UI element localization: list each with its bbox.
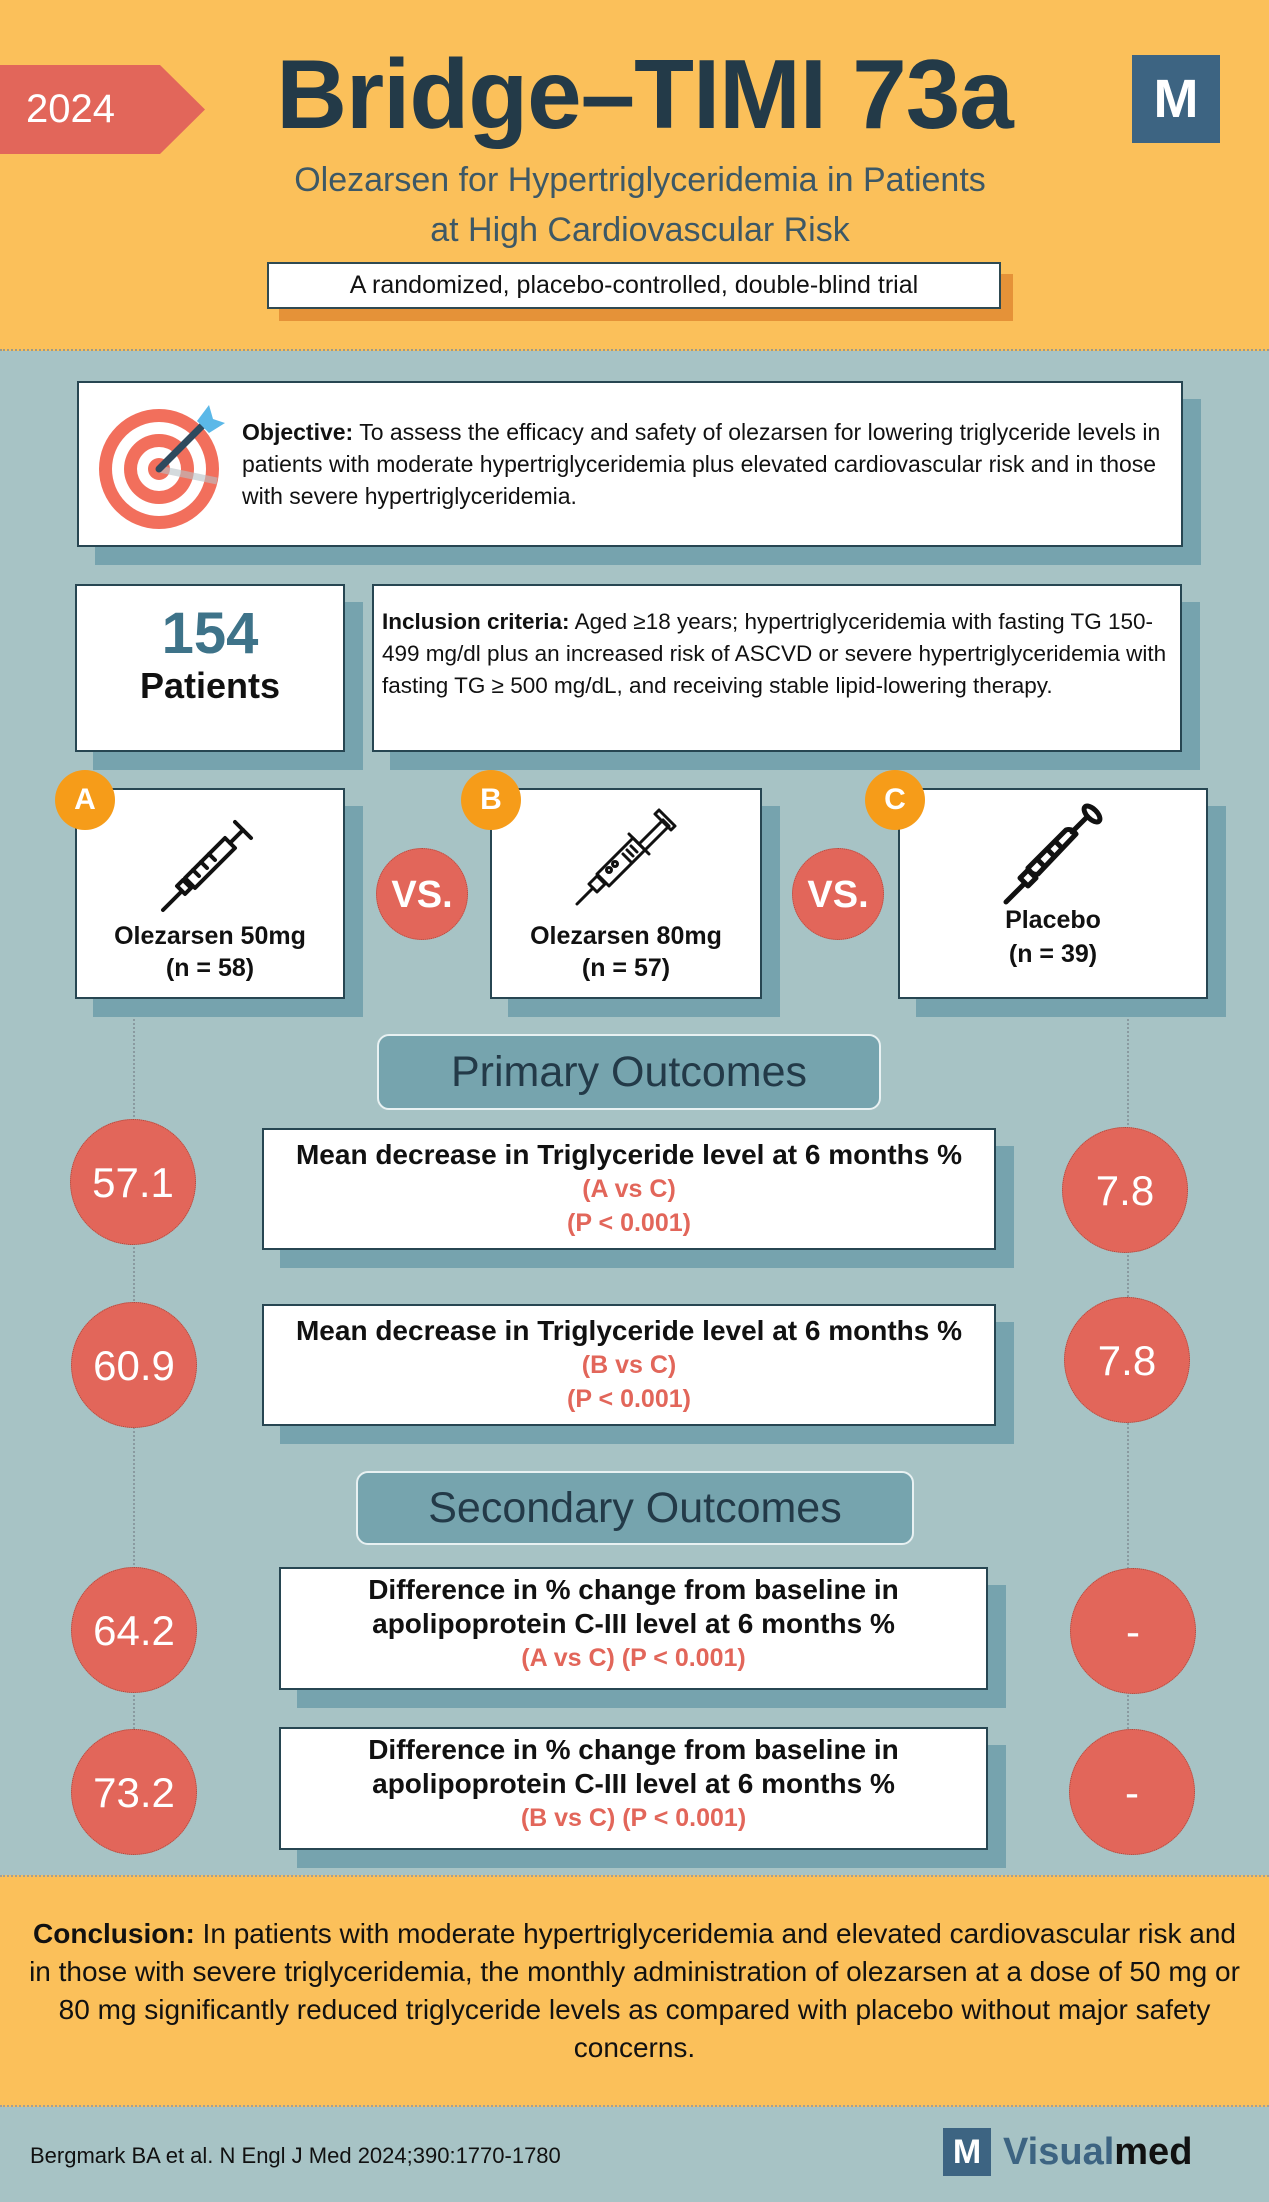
primary-outcome-2: Mean decrease in Triglyceride level at 6… — [262, 1304, 996, 1426]
secondary-outcome-1: Difference in % change from baseline in … — [279, 1567, 988, 1690]
header-band: 2024 Bridge–TIMI 73a Olezarsen for Hyper… — [0, 0, 1269, 351]
outcome-title: Mean decrease in Triglyceride level at 6… — [295, 1139, 963, 1170]
primary-2-right-value: 7.8 — [1064, 1297, 1190, 1423]
trial-design-label: A randomized, placebo-controlled, double… — [267, 262, 1001, 309]
outcome-title: Mean decrease in Triglyceride level at 6… — [295, 1315, 963, 1346]
secondary-outcome-2: Difference in % change from baseline in … — [279, 1727, 988, 1850]
outcome-title-line-1: Difference in % change from baseline in — [368, 1734, 899, 1765]
inclusion-card: Inclusion criteria: Aged ≥18 years; hype… — [372, 584, 1182, 752]
visualmed-logo: M Visual med — [943, 2127, 1192, 2177]
primary-1-left-value: 57.1 — [70, 1119, 196, 1245]
arm-a-n: (n = 58) — [165, 954, 255, 982]
title-text: Bridge–TIMI 73a — [276, 39, 1014, 149]
patients-card: 154 Patients — [75, 584, 345, 752]
outcome-title-line-2: apolipoprotein C-III level at 6 months % — [372, 1768, 895, 1799]
outcome-comparison: (A vs C) (P < 0.001) — [521, 1644, 746, 1672]
brand-visual-text: Visual — [1003, 2130, 1115, 2173]
outcome-comparison: (B vs C) (P < 0.001) — [520, 1804, 747, 1832]
year-tag: 2024 — [0, 65, 205, 154]
outcome-p-value: (P < 0.001) — [567, 1209, 691, 1237]
arm-badge-a: A — [55, 770, 115, 830]
outcome-comparison: (B vs C) — [581, 1351, 677, 1379]
arm-card-c: Placebo (n = 39) — [898, 788, 1208, 999]
objective-body: To assess the efficacy and safety of ole… — [242, 419, 1161, 509]
citation: Bergmark BA et al. N Engl J Med 2024;390… — [30, 2143, 561, 2168]
arm-b-n: (n = 57) — [581, 954, 671, 982]
conclusion-text: Conclusion: In patients with moderate hy… — [28, 1915, 1241, 2067]
brand-m-icon: M — [943, 2128, 991, 2176]
conclusion-body: In patients with moderate hypertriglycer… — [29, 1918, 1240, 2063]
inclusion-body: Aged ≥18 years; hypertriglyceridemia wit… — [382, 609, 1167, 698]
arm-badge-b: B — [461, 770, 521, 830]
subtitle-line-1: Olezarsen for Hypertriglyceridemia in Pa… — [294, 161, 986, 199]
arm-b-name: Olezarsen 80mg — [530, 922, 722, 950]
arm-c-name: Placebo — [1005, 906, 1101, 934]
arm-badge-c: C — [865, 770, 925, 830]
arm-c-n: (n = 39) — [1008, 940, 1098, 968]
m-logo-icon: M — [1132, 55, 1220, 143]
outcome-title-line-1: Difference in % change from baseline in — [368, 1574, 899, 1605]
target-icon — [99, 405, 225, 529]
patient-count: 154 — [161, 601, 259, 666]
secondary-1-right-value: - — [1070, 1568, 1196, 1694]
syringe-icon — [575, 808, 677, 906]
syringe-icon — [161, 820, 253, 912]
primary-outcome-1: Mean decrease in Triglyceride level at 6… — [262, 1128, 996, 1250]
secondary-outcomes-header: Secondary Outcomes — [356, 1471, 914, 1545]
secondary-1-left-value: 64.2 — [71, 1567, 197, 1693]
page-title: Bridge–TIMI 73a — [0, 38, 1269, 151]
subtitle: Olezarsen for Hypertriglyceridemia in Pa… — [200, 155, 1080, 255]
conclusion-band: Conclusion: In patients with moderate hy… — [0, 1875, 1269, 2107]
brand-med-text: med — [1114, 2130, 1193, 2173]
outcome-p-value: (P < 0.001) — [567, 1385, 691, 1413]
vs-badge-2: VS. — [792, 848, 884, 940]
arm-card-a: Olezarsen 50mg (n = 58) — [75, 788, 345, 999]
patients-label: Patients — [139, 665, 281, 706]
objective-card: Objective: To assess the efficacy and sa… — [77, 381, 1183, 547]
outcome-comparison: (A vs C) — [582, 1175, 676, 1203]
arm-card-b: Olezarsen 80mg (n = 57) — [490, 788, 762, 999]
primary-outcomes-header: Primary Outcomes — [377, 1034, 881, 1110]
objective-label: Objective: — [242, 419, 354, 445]
conclusion-label: Conclusion: — [33, 1918, 195, 1949]
syringe-icon — [1003, 803, 1103, 905]
arm-a-name: Olezarsen 50mg — [114, 922, 306, 950]
primary-1-right-value: 7.8 — [1062, 1127, 1188, 1253]
primary-2-left-value: 60.9 — [71, 1302, 197, 1428]
objective-text: Objective: To assess the efficacy and sa… — [242, 416, 1172, 512]
secondary-2-right-value: - — [1069, 1729, 1195, 1855]
inclusion-text: Inclusion criteria: Aged ≥18 years; hype… — [382, 606, 1172, 702]
vs-badge-1: VS. — [376, 848, 468, 940]
secondary-2-left-value: 73.2 — [71, 1729, 197, 1855]
inclusion-label: Inclusion criteria: — [382, 609, 570, 634]
subtitle-line-2: at High Cardiovascular Risk — [430, 211, 850, 249]
outcome-title-line-2: apolipoprotein C-III level at 6 months % — [372, 1608, 895, 1639]
